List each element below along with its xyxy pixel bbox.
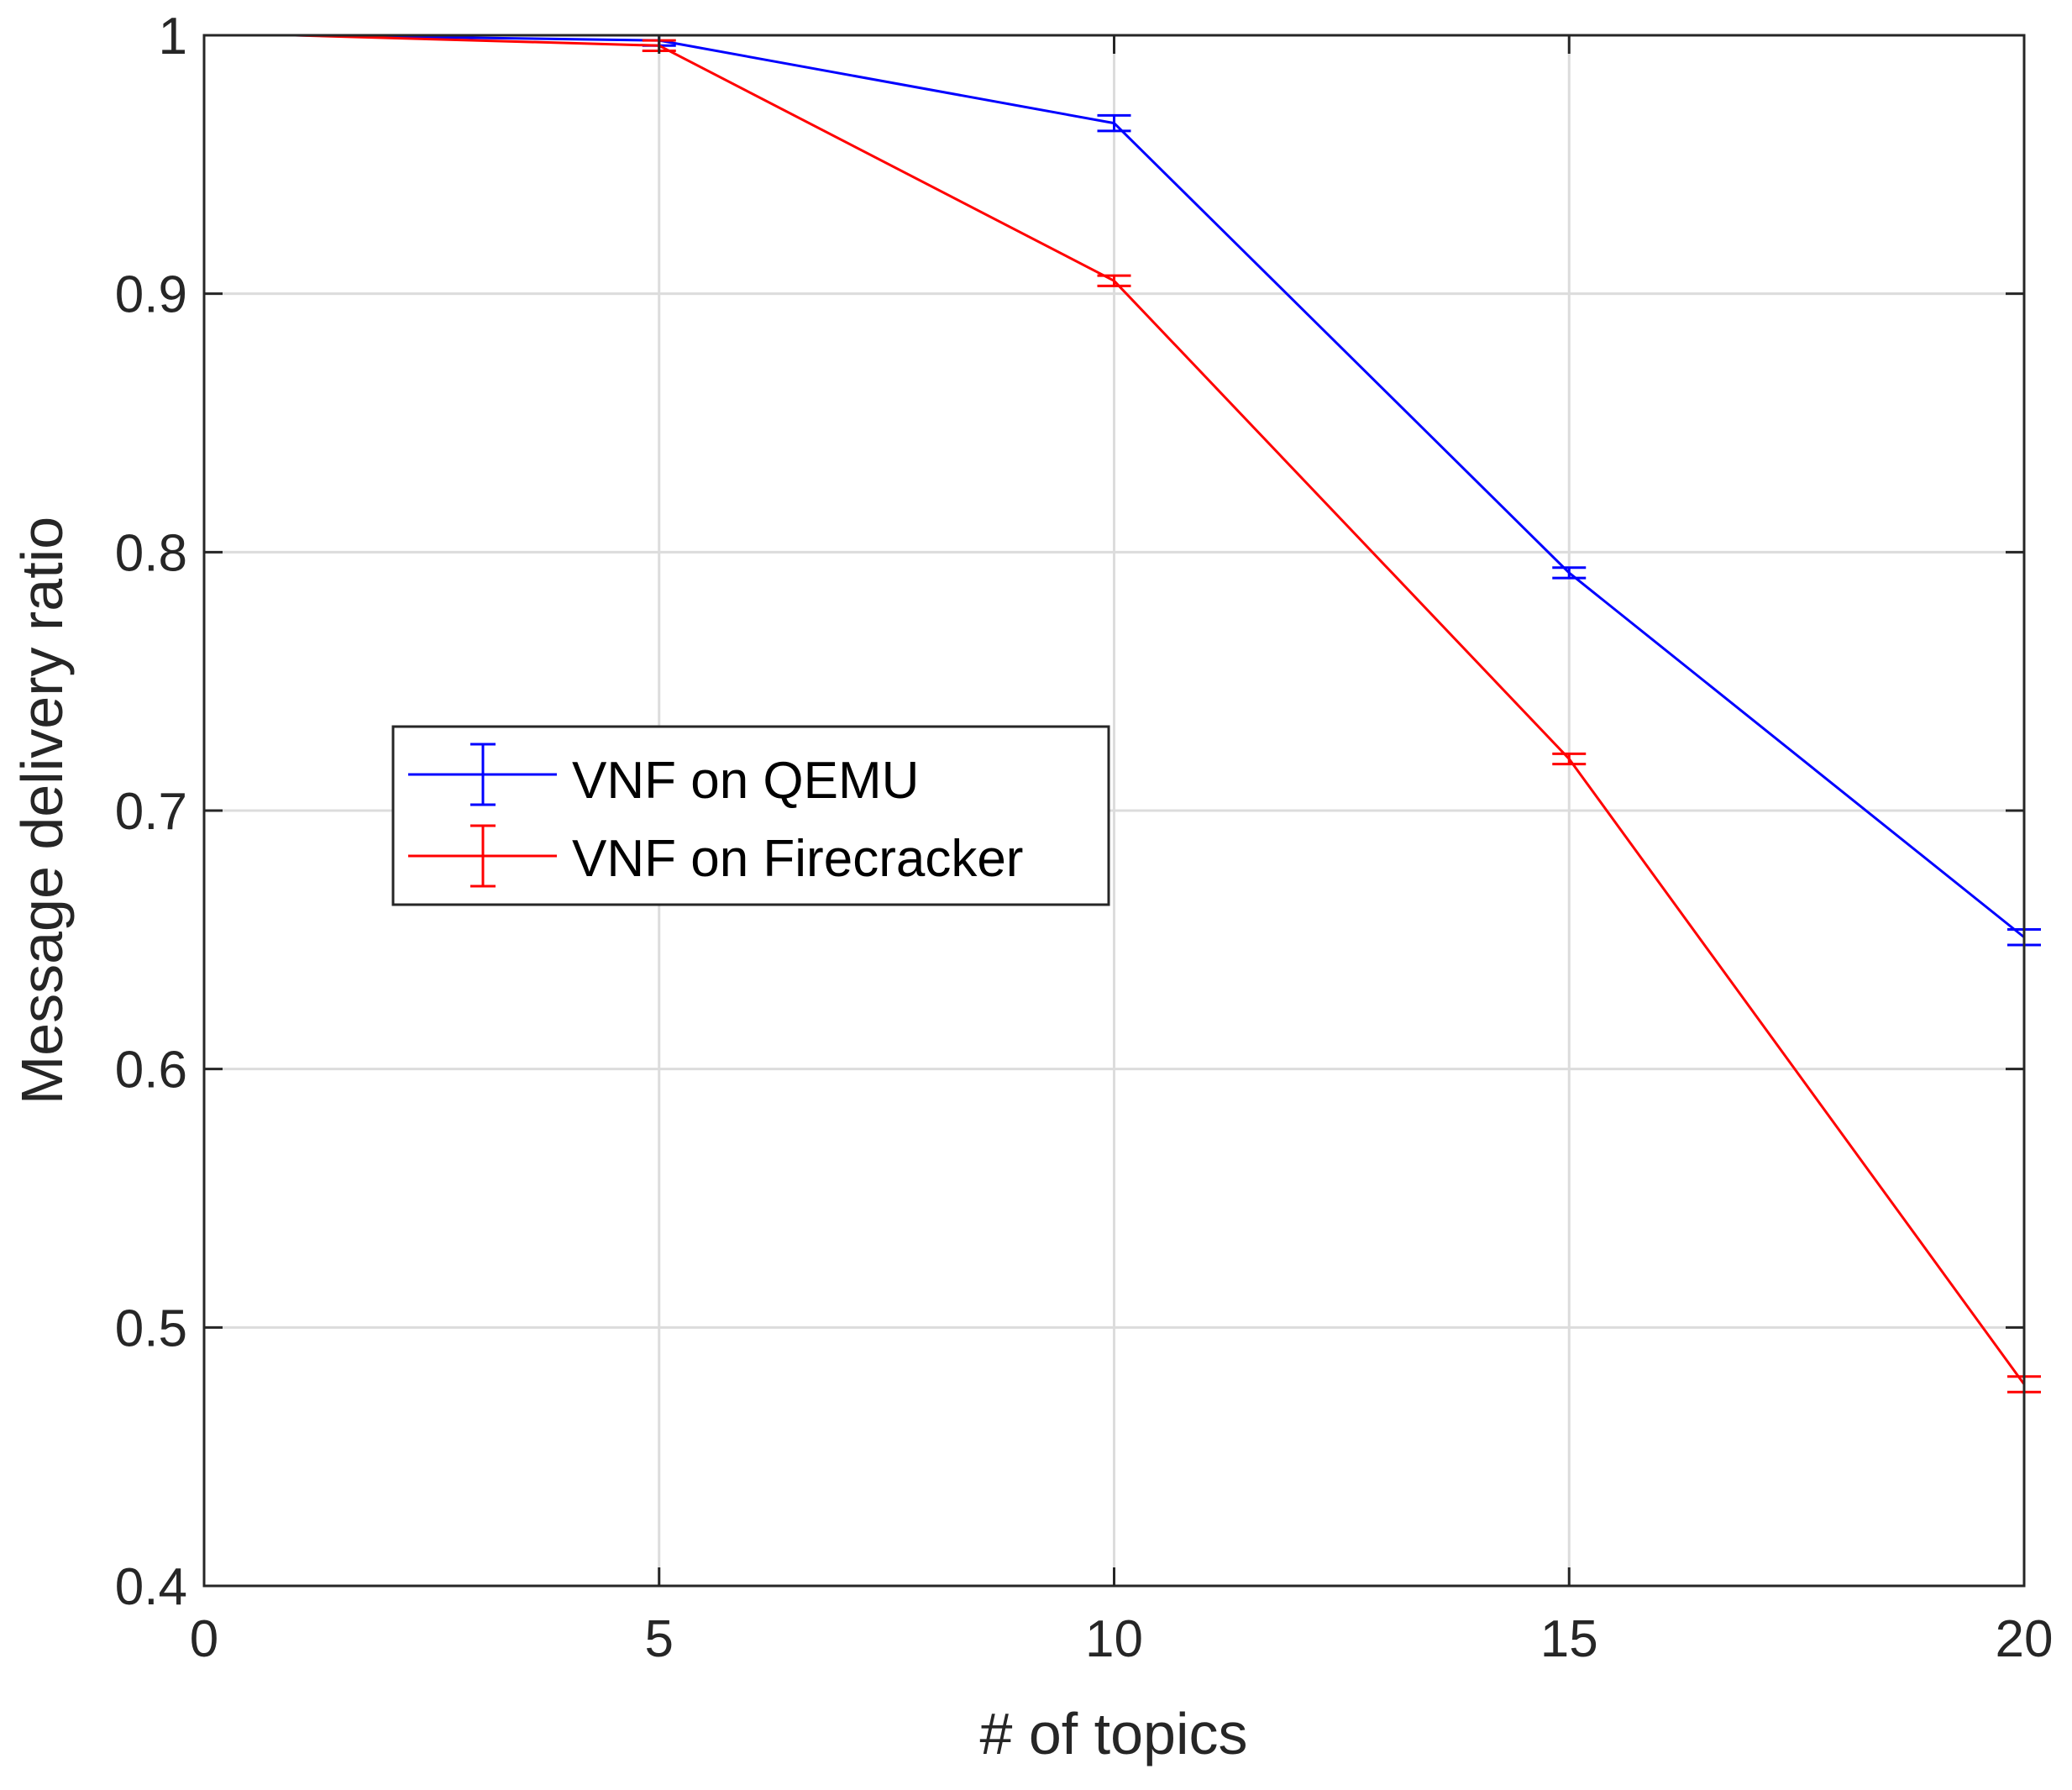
legend-sample-firecracker — [408, 824, 557, 888]
legend-samples — [408, 743, 557, 888]
y-tick-label: 0.8 — [115, 524, 187, 582]
y-tick-label: 0.6 — [115, 1042, 187, 1100]
tick-labels: 0 5 10 15 20 0.4 0.5 0.6 0.7 0.8 0.9 1 — [115, 8, 2054, 1668]
y-tick-label: 1 — [159, 8, 187, 66]
x-axis-title: # of topics — [979, 1701, 1247, 1766]
legend-label-qemu: VNF on QEMU — [572, 752, 919, 810]
y-tick-label: 0.9 — [115, 266, 187, 324]
axis-ticks — [202, 34, 2026, 1588]
legend-label-firecracker: VNF on Firecracker — [572, 830, 1023, 888]
x-tick-label: 10 — [1085, 1610, 1143, 1668]
x-tick-label: 20 — [1996, 1610, 2054, 1668]
x-tick-label: 15 — [1540, 1610, 1598, 1668]
x-tick-label: 5 — [645, 1610, 674, 1668]
y-tick-label: 0.4 — [115, 1558, 187, 1616]
error-bar-firecracker — [1552, 752, 1587, 766]
y-tick-label: 0.7 — [115, 783, 187, 841]
legend-box — [391, 725, 1110, 906]
error-bar-firecracker — [1097, 274, 1131, 287]
y-axis-title: Message delivery ratio — [9, 517, 75, 1105]
error-bar-qemu — [1552, 566, 1587, 580]
y-tick-label: 0.5 — [115, 1299, 187, 1357]
error-bar-qemu — [1097, 113, 1131, 133]
legend: VNF on QEMU VNF on Firecracker — [391, 725, 1110, 906]
x-tick-label: 0 — [190, 1610, 218, 1668]
legend-sample-qemu — [408, 743, 557, 806]
